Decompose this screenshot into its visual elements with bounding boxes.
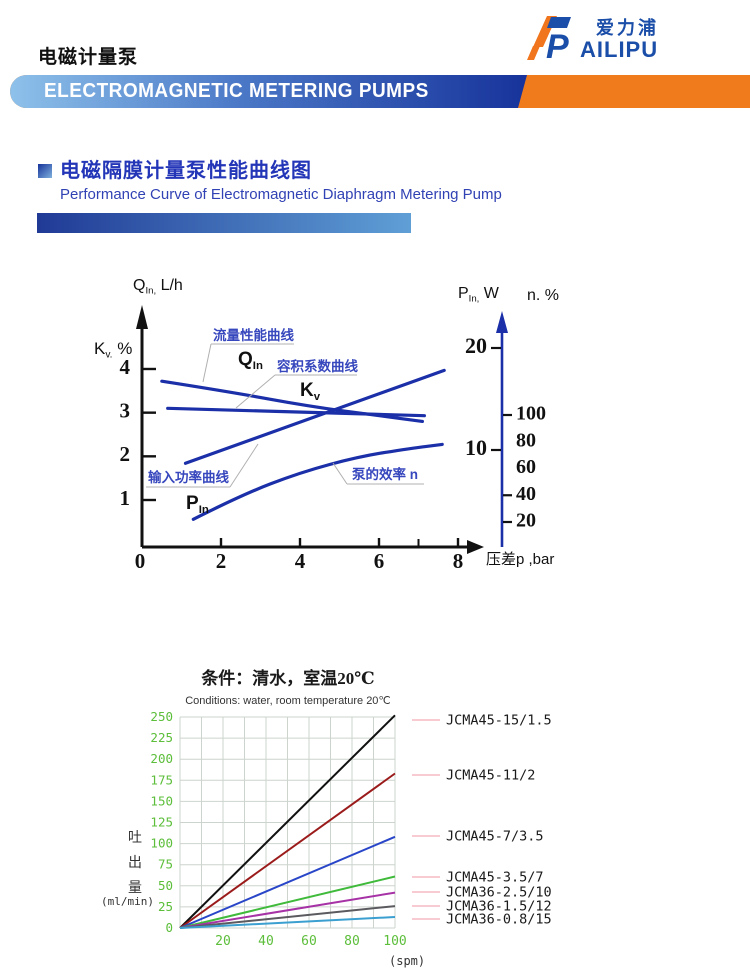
legend-label-JCMA45-7/3.5: JCMA45-7/3.5 — [446, 829, 544, 845]
series-line-JCMA45-7/3.5 — [179, 835, 396, 929]
y-unit-label: (ml/min) — [101, 895, 154, 908]
y-tick-label: 150 — [150, 793, 173, 808]
legend-label-JCMA45-15/1.5: JCMA45-15/1.5 — [446, 713, 552, 729]
axis-label: PIn — [186, 493, 209, 516]
left-tick-label: 2 — [120, 442, 131, 466]
conditions-title-cn: 条件：清水，室温20℃ — [200, 668, 374, 688]
series-line-JCMA36-0.8/15 — [179, 916, 396, 929]
series-line-JCMA36-2.5/10 — [179, 891, 396, 929]
x-axis-title: 压差p ,bar — [486, 551, 554, 568]
x-tick-label: 80 — [344, 934, 360, 949]
p-tick-label: 10 — [465, 435, 487, 460]
n-tick-label: 40 — [516, 483, 536, 505]
banner-title: ELECTROMAGNETIC METERING PUMPS — [44, 80, 429, 102]
y-tick-label: 200 — [150, 751, 173, 766]
annotation-Q_In: 流量性能曲线 — [213, 327, 294, 343]
legend-label-JCMA36-0.8/15: JCMA36-0.8/15 — [446, 912, 552, 928]
n-tick-label: 60 — [516, 456, 536, 478]
y-tick-label: 175 — [150, 772, 173, 787]
axis-label: QIn — [238, 349, 263, 372]
x-tick-label: 6 — [374, 549, 385, 573]
series-line-JCMA45-3.5/7 — [179, 875, 396, 929]
x-unit-label: (spm) — [389, 954, 425, 968]
left-tick-label: 1 — [120, 486, 131, 510]
logo-text: 爱力浦 AILIPU — [580, 14, 659, 62]
series-line-JCMA45-11/2 — [179, 772, 396, 929]
banner-blue-segment — [10, 75, 527, 108]
x-tick-label: 4 — [295, 549, 306, 573]
x-tick-label: 60 — [301, 934, 317, 949]
logo-text-en: AILIPU — [580, 37, 659, 62]
product-title: 电磁计量泵 — [38, 47, 139, 68]
curve-K_v — [166, 406, 426, 418]
x-tick-label: 100 — [383, 934, 406, 949]
n-tick-label: 100 — [516, 403, 546, 425]
curve-P_In — [183, 368, 446, 465]
section-title-en: Performance Curve of Electromagnetic Dia… — [60, 186, 502, 203]
ailipu-logo-icon: P — [527, 16, 571, 62]
axis-label: n. % — [527, 287, 559, 304]
y-tick-label: 225 — [150, 730, 173, 745]
ailipu-logo: P 爱力浦 AILIPU — [526, 14, 659, 62]
legend-label-JCMA36-2.5/10: JCMA36-2.5/10 — [446, 885, 552, 901]
y-tick-label: 50 — [158, 878, 173, 893]
series-line-JCMA45-15/1.5 — [179, 714, 396, 929]
axis-label: Kv. % — [94, 339, 132, 361]
curve-n — [191, 442, 444, 521]
x-tick-label: 40 — [258, 934, 274, 949]
x-tick-label: 2 — [216, 549, 227, 573]
y-tick-label: 25 — [158, 899, 173, 914]
y-axis-title-char: 吐 — [128, 830, 142, 846]
legend-label-JCMA36-1.5/12: JCMA36-1.5/12 — [446, 899, 552, 915]
p-tick-label: 20 — [465, 333, 487, 358]
flow-rate-chart: 条件：清水，室温20℃ Conditions: water, room tempe… — [101, 668, 552, 968]
x-tick-label: 0 — [135, 549, 146, 573]
svg-text:P: P — [546, 28, 569, 62]
right-axis-arrow-icon — [496, 311, 508, 333]
y-tick-label: 75 — [158, 857, 173, 872]
x-tick-label: 20 — [215, 934, 231, 949]
y-tick-label: 250 — [150, 709, 173, 724]
y-axis-title-char: 量 — [128, 880, 142, 896]
left-tick-label: 3 — [120, 398, 131, 422]
legend-label-JCMA45-11/2: JCMA45-11/2 — [446, 768, 535, 784]
section-bullet-icon — [38, 164, 52, 178]
section-title-cn: 电磁隔膜计量泵性能曲线图 — [60, 160, 312, 182]
logo-text-cn: 爱力浦 — [596, 18, 659, 38]
x-axis-arrow-icon — [467, 540, 484, 554]
n-tick-label: 20 — [516, 510, 536, 532]
axis-label: Kv — [300, 380, 321, 403]
left-axis-arrow-icon — [136, 305, 148, 329]
y-tick-label: 125 — [150, 815, 173, 830]
annotation-P_In: 输入功率曲线 — [148, 469, 229, 485]
axis-label: QIn, L/h — [133, 277, 183, 297]
y-tick-label: 0 — [165, 920, 173, 935]
n-tick-label: 80 — [516, 429, 536, 451]
annotation-n: 泵的效率 n — [352, 466, 418, 482]
y-axis-title-char: 出 — [128, 855, 142, 871]
series-line-JCMA36-1.5/12 — [179, 905, 396, 929]
axis-label: PIn, W — [458, 285, 500, 305]
section-accent-bar — [37, 213, 411, 233]
y-tick-label: 100 — [150, 836, 173, 851]
legend-label-JCMA45-3.5/7: JCMA45-3.5/7 — [446, 870, 544, 886]
x-tick-label: 8 — [453, 549, 464, 573]
left-tick-label: 4 — [120, 355, 131, 379]
annotation-K_v: 容积系数曲线 — [276, 358, 358, 374]
conditions-title-en: Conditions: water, room temperature 20℃ — [185, 695, 391, 707]
banner: ELECTROMAGNETIC METERING PUMPS — [10, 75, 750, 108]
